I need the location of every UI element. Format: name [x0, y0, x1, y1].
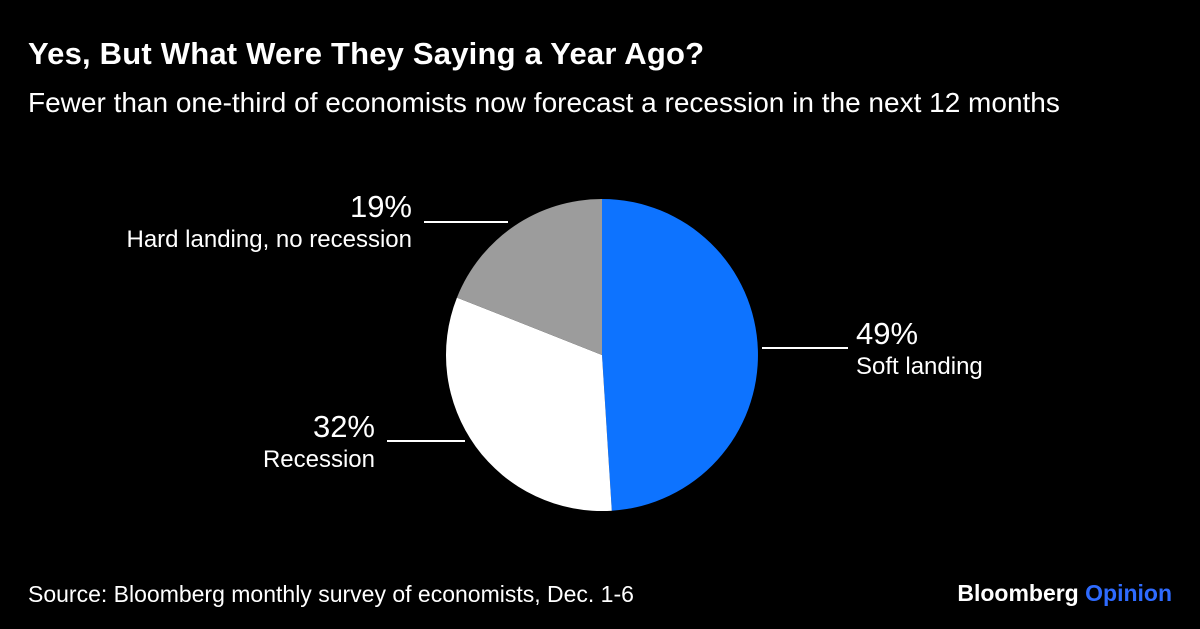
callout-recession: 32% Recession — [263, 410, 375, 475]
hard-landing-label: Hard landing, no recession — [126, 226, 412, 253]
chart-subtitle: Fewer than one-third of economists now f… — [28, 87, 1060, 118]
pie-slice-hard-landing — [456, 198, 602, 355]
soft-landing-label: Soft landing — [856, 353, 983, 380]
hard-landing-percent: 19% — [349, 189, 412, 224]
leader-line-recession — [387, 440, 465, 442]
pie-slice-recession — [445, 297, 612, 511]
opinion-wordmark: Opinion — [1085, 580, 1172, 606]
soft-landing-percent: 49% — [856, 316, 919, 351]
source-note: Source: Bloomberg monthly survey of econ… — [28, 581, 634, 607]
leader-line-soft-landing — [762, 347, 848, 349]
callout-soft-landing: 49% Soft landing — [856, 317, 983, 382]
callout-hard-landing: 19% Hard landing, no recession — [126, 190, 412, 255]
pie-slice-soft-landing — [602, 199, 758, 511]
recession-percent: 32% — [312, 409, 375, 444]
bloomberg-wordmark: Bloomberg — [957, 580, 1079, 606]
leader-line-hard-landing — [424, 221, 508, 223]
recession-label: Recession — [262, 446, 375, 473]
brand-logo: Bloomberg Opinion — [957, 580, 1172, 607]
chart-title: Yes, But What Were They Saying a Year Ag… — [28, 36, 705, 71]
